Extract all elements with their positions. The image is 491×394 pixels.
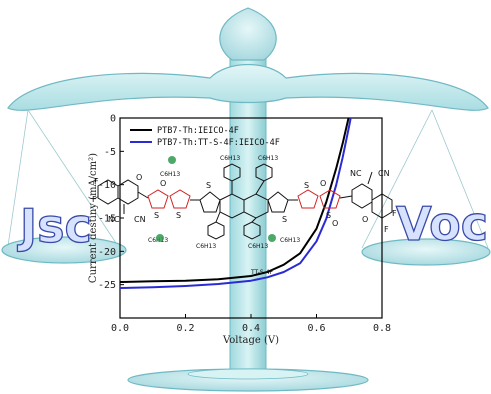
molecule-name-label: TT-S-4F xyxy=(250,269,274,276)
oxygen-right-2: O xyxy=(332,219,338,228)
endgroup-right-benzo xyxy=(371,193,393,219)
left-string-2 xyxy=(27,109,119,247)
left-pan xyxy=(1,236,127,264)
right-string-2 xyxy=(431,109,489,249)
bond-3 xyxy=(215,211,221,223)
oxygen-left-1: O xyxy=(160,179,166,188)
phenyl-top-right xyxy=(255,163,273,182)
oxygen-right-1: O xyxy=(320,179,326,188)
right-pan xyxy=(361,238,491,266)
series-lines xyxy=(120,118,352,289)
y-axis-label: Current destiny (mA/cm²) xyxy=(88,153,99,283)
scale-pillar xyxy=(229,57,267,379)
core-ring-3 xyxy=(243,193,269,219)
y-tick-label: -10 xyxy=(98,180,116,191)
series-line-1 xyxy=(120,118,350,283)
legend: PTB7-Th:IEICO-4F PTB7-Th:TT-S-4F:IEICO-4… xyxy=(130,126,280,148)
thiophene-right-1 xyxy=(297,189,319,209)
thiophene-left-1 xyxy=(169,189,191,209)
x-tick-label: 0.0 xyxy=(111,323,129,334)
endgroup-left-benzo xyxy=(97,179,119,205)
sulfur-thio-left-1: S xyxy=(176,211,181,220)
bond-2 xyxy=(255,180,265,195)
y-tick-label: 0 xyxy=(110,114,116,125)
x-axis: 0.0 0.2 0.4 0.6 0.8 xyxy=(111,314,391,334)
nitrile-left-cn: CN xyxy=(134,215,146,224)
endgroup-left-ring xyxy=(117,179,139,205)
sulfur-green-1 xyxy=(168,156,176,164)
x-tick-label: 0.2 xyxy=(176,323,194,334)
nitrile-left-nc: NC xyxy=(108,215,120,224)
series-line-2 xyxy=(120,118,352,289)
x-tick-label: 0.4 xyxy=(242,323,260,334)
sulfur-thio-right-1: S xyxy=(304,181,309,190)
y-axis: 0 -5 -10 -15 -20 -25 xyxy=(98,114,124,291)
alkyl-label-5: C6H13 xyxy=(160,171,180,178)
sulfur-green-2 xyxy=(156,234,164,242)
bond-9 xyxy=(339,195,353,199)
right-string-1 xyxy=(361,109,433,249)
phenyl-top-left xyxy=(223,163,241,182)
oxygen-right-3: O xyxy=(362,215,368,224)
left-string-1 xyxy=(7,109,29,247)
molecule-structure xyxy=(97,163,393,240)
voc-label: Voc xyxy=(395,196,488,251)
molecule-labels: C6H13 C6H13 C6H13 C6H13 C6H13 C6H13 C6H1… xyxy=(92,155,397,276)
fluorine-right-2: F xyxy=(384,225,389,234)
x-axis-label: Voltage (V) xyxy=(222,335,279,346)
nitrile-right-nc: NC xyxy=(350,169,362,178)
fluorine-left-1: F xyxy=(94,177,99,186)
legend-label-series-1: PTB7-Th:IEICO-4F xyxy=(157,126,239,136)
thiophene-right-2 xyxy=(319,189,341,209)
jsc-label: Jsc xyxy=(16,198,92,253)
sulfur-thio-right-2: S xyxy=(326,211,331,220)
bond-10 xyxy=(367,171,373,185)
thiophene-left-2 xyxy=(147,189,169,209)
bond-7 xyxy=(137,191,149,199)
alkyl-label-1: C6H13 xyxy=(220,155,240,162)
legend-label-series-2: PTB7-Th:TT-S-4F:IEICO-4F xyxy=(157,138,280,148)
alkyl-label-2: C6H13 xyxy=(258,155,278,162)
endgroup-right-ring xyxy=(351,183,373,209)
oxygen-left-2: O xyxy=(136,173,142,182)
fluorine-right-1: F xyxy=(392,209,397,218)
y-tick-label: -5 xyxy=(104,147,116,158)
svg-text:Jsc: Jsc xyxy=(17,199,92,253)
alkyl-label-7: C6H13 xyxy=(280,237,300,244)
alkyl-label-4: C6H13 xyxy=(248,243,268,250)
y-tick-label: -20 xyxy=(98,247,116,258)
bond-4 xyxy=(251,217,257,223)
y-tick-label: -15 xyxy=(98,214,116,225)
core-ring-1 xyxy=(199,191,221,213)
x-tick-label: 0.8 xyxy=(373,323,391,334)
x-tick-label: 0.6 xyxy=(307,323,325,334)
sulfur-thio-left-2: S xyxy=(154,211,159,220)
sulfur-core-1: S xyxy=(206,181,211,190)
scale-top-knob xyxy=(219,7,277,61)
scale-beam xyxy=(7,63,489,111)
scale-base-top xyxy=(187,368,309,380)
balance-scale-illustration xyxy=(1,7,491,392)
y-tick-label: -25 xyxy=(98,280,116,291)
alkyl-label-3: C6H13 xyxy=(196,243,216,250)
phenyl-bottom-left xyxy=(207,221,225,240)
sulfur-green-3 xyxy=(268,234,276,242)
svg-text:Voc: Voc xyxy=(396,197,488,251)
nitrile-right-cn: CN xyxy=(378,169,390,178)
core-ring-4 xyxy=(267,191,289,213)
fluorine-left-2: F xyxy=(92,195,97,204)
sulfur-core-2: S xyxy=(282,215,287,224)
